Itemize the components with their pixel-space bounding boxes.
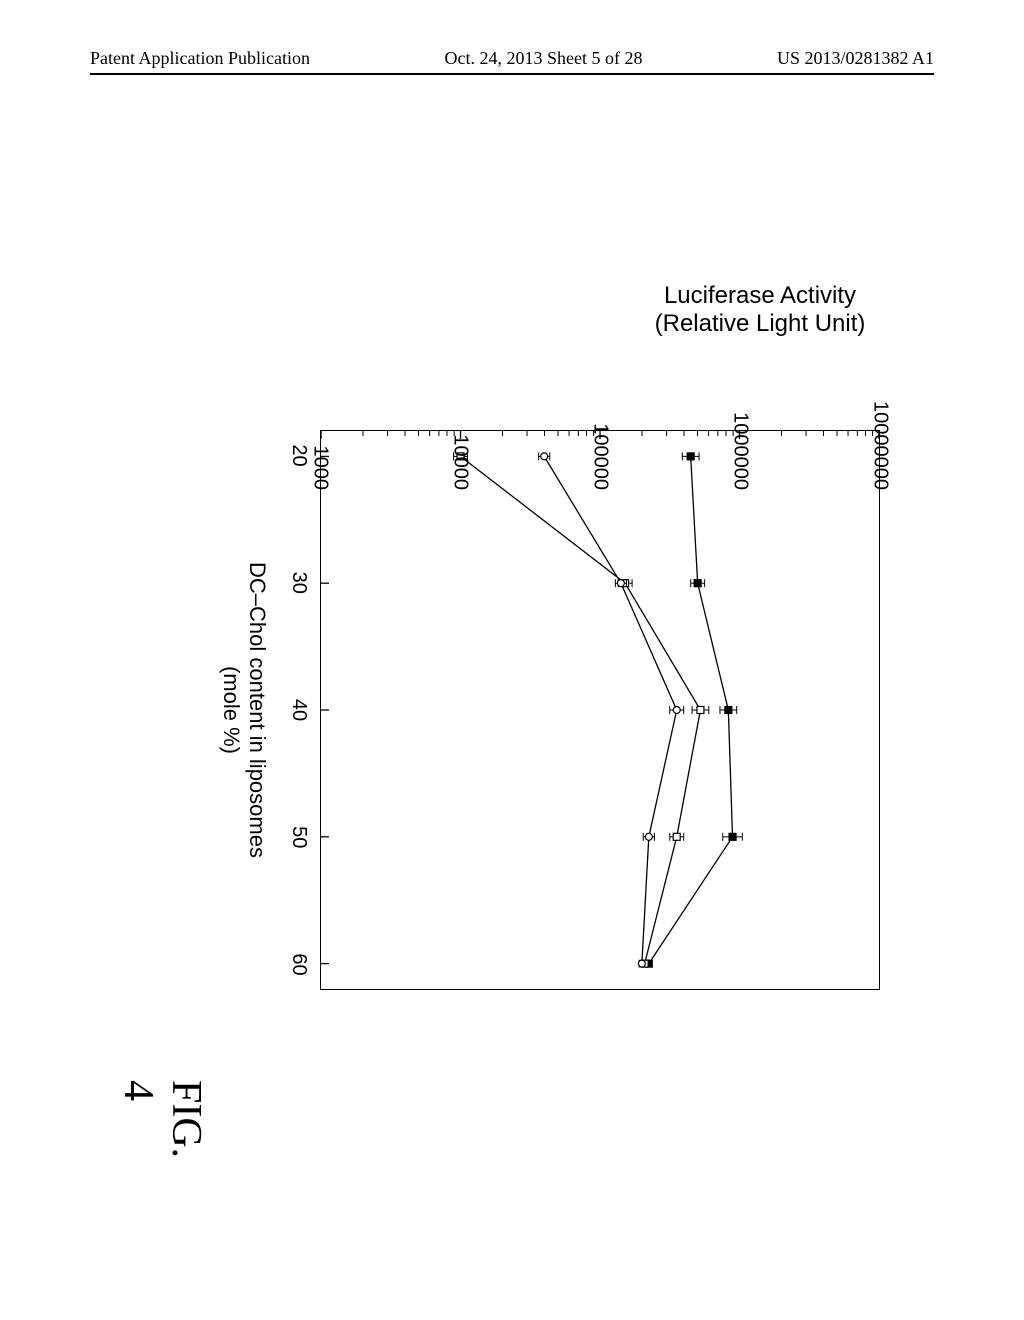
ytick-label: 1000000 (729, 412, 752, 490)
header-rule (90, 73, 934, 75)
chart-svg (321, 431, 879, 989)
x-axis-label: DC–Chol content in liposomes (mole %) (218, 430, 270, 990)
ytick-label: 10000 (449, 434, 472, 490)
header-left: Patent Application Publication (90, 48, 310, 69)
xtick-label: 50 (287, 826, 310, 848)
ytick-label: 10000000 (869, 401, 892, 490)
ytick-label: 1000 (309, 446, 332, 491)
xtick-label: 60 (287, 953, 310, 975)
xtick-label: 20 (287, 444, 310, 466)
y-axis-label: Luciferase Activity (Relative Light Unit… (600, 282, 920, 338)
figure-label: FIG. 4 (114, 1080, 210, 1158)
header-center: Oct. 24, 2013 Sheet 5 of 28 (444, 48, 642, 69)
patent-header: Patent Application Publication Oct. 24, … (0, 48, 1024, 75)
header-right: US 2013/0281382 A1 (777, 48, 934, 69)
chart-plot-area (320, 430, 880, 990)
figure-container: Luciferase Activity (Relative Light Unit… (20, 290, 1000, 1070)
xtick-label: 40 (287, 699, 310, 721)
xtick-label: 30 (287, 572, 310, 594)
ytick-label: 100000 (589, 423, 612, 490)
